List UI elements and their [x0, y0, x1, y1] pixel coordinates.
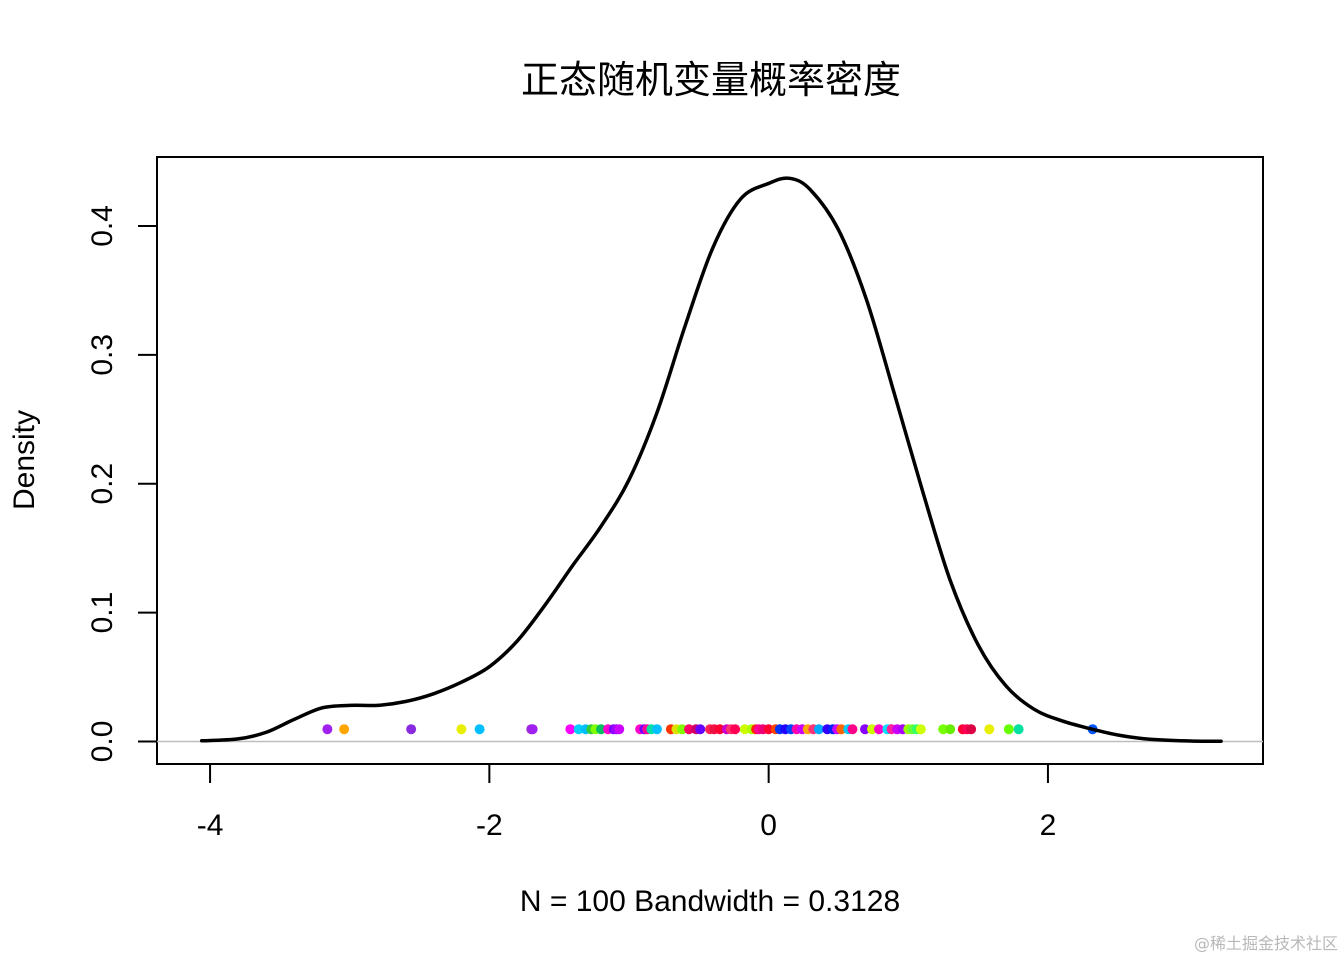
rug-point [847, 724, 858, 735]
plot-frame [156, 156, 1264, 765]
x-axis: -4 -2 0 2 [197, 763, 1057, 842]
x-tick-label: 2 [1040, 809, 1057, 842]
rug-point [596, 724, 607, 735]
rug-point [474, 724, 485, 735]
rug-point [860, 724, 871, 735]
rug-point [406, 724, 417, 735]
y-tick-label: 0.1 [86, 592, 119, 634]
rug-point [322, 724, 333, 735]
rug-point [938, 724, 949, 735]
y-axis: 0.0 0.1 0.2 0.3 0.4 [86, 205, 158, 763]
rug-point [684, 724, 695, 735]
x-tick-label: -4 [197, 809, 224, 842]
rug-point [695, 724, 706, 735]
rug-points [322, 724, 1098, 735]
rug-point [813, 724, 824, 735]
rug-point [565, 724, 576, 735]
rug-point [527, 724, 538, 735]
density-curve [199, 176, 1223, 744]
rug-point [573, 724, 584, 735]
y-tick-label: 0.2 [86, 463, 119, 505]
y-axis-label: Density [8, 410, 41, 510]
rug-point [1003, 724, 1014, 735]
watermark: @稀土掘金技术社区 [1193, 934, 1338, 953]
y-tick-label: 0.4 [86, 205, 119, 247]
rug-point [836, 724, 847, 735]
rug-point [714, 724, 725, 735]
rug-point [730, 724, 741, 735]
rug-point [677, 724, 688, 735]
chart-title: 正态随机变量概率密度 [521, 58, 901, 102]
x-tick-label: 0 [760, 809, 777, 842]
rug-point [614, 724, 625, 735]
rug-point [915, 724, 926, 735]
rug-point [945, 724, 956, 735]
rug-point [456, 724, 467, 735]
x-tick-label: -2 [476, 809, 503, 842]
x-axis-label: N = 100 Bandwidth = 0.3128 [520, 885, 900, 918]
rug-point [873, 724, 884, 735]
rug-point [763, 724, 774, 735]
rug-point [339, 724, 350, 735]
y-tick-label: 0.0 [86, 721, 119, 763]
rug-point [866, 724, 877, 735]
rug-point [651, 724, 662, 735]
rug-point [739, 724, 750, 735]
rug-point [1013, 724, 1024, 735]
y-tick-label: 0.3 [86, 334, 119, 376]
rug-point [966, 724, 977, 735]
rug-point [984, 724, 995, 735]
